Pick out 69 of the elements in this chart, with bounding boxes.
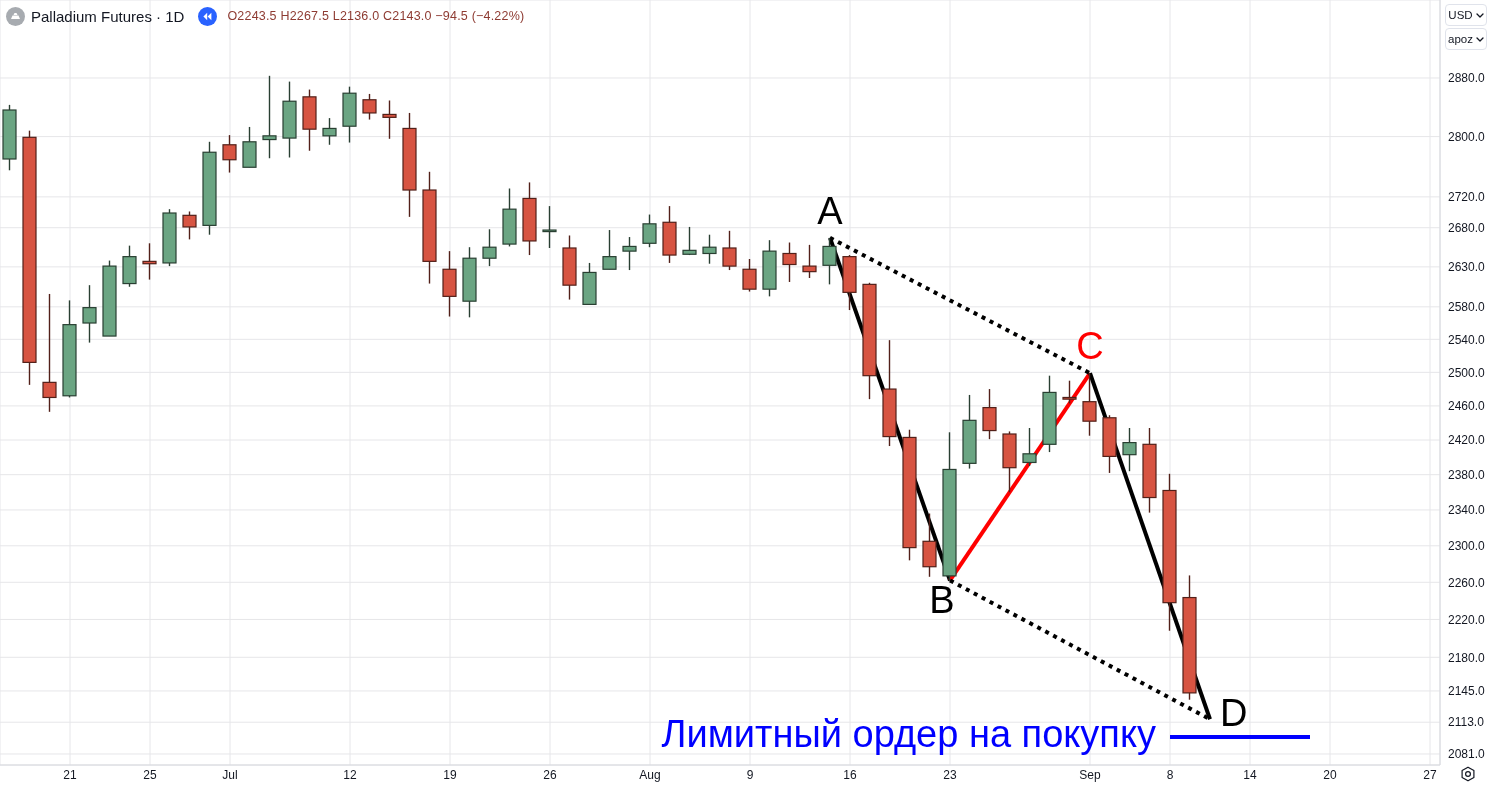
candlestick [1122,427,1137,472]
y-tick-label: 2460.0 [1448,399,1486,414]
candlestick [42,293,57,413]
y-tick-label: 2680.0 [1448,220,1486,235]
x-tick-label: 8 [1166,767,1174,782]
candlestick [682,226,697,256]
y-tick-label: 2260.0 [1448,575,1486,590]
y-tick-label: 2540.0 [1448,332,1486,347]
y-tick-label: 2630.0 [1448,260,1486,275]
y-tick-label: 2720.0 [1448,190,1486,205]
candlestick [722,230,737,271]
candlestick [1082,372,1097,437]
candlestick [82,284,97,344]
x-tick-label: 16 [843,767,857,782]
candlestick [482,228,497,267]
y-tick-label: 2113.0 [1448,715,1485,730]
data-label: C [1076,325,1104,368]
data-label: A [817,189,844,232]
y-tick-label: 2500.0 [1448,365,1486,380]
x-tick-label: Jul [222,767,238,782]
candlestick [642,213,657,248]
x-tick-label: 9 [746,767,754,782]
candlestick [542,205,557,249]
candlestick [222,134,237,174]
x-tick-label: 23 [943,767,957,782]
x-tick-label: 14 [1243,767,1257,782]
y-tick-label: 2880.0 [1448,71,1486,86]
data-label: B [929,579,955,622]
candlestick [622,236,637,271]
candlestick [382,99,397,140]
y-tick-label: 2180.0 [1448,650,1486,665]
candlestick [602,229,617,270]
y-tick-label: 2380.0 [1448,467,1486,482]
text: USD [1448,9,1473,21]
y-tick-label: 2420.0 [1448,433,1486,448]
candlestick [982,388,997,440]
candlestick [262,75,277,159]
y-tick-label: 2580.0 [1448,300,1486,315]
x-tick-label: 26 [543,767,557,782]
candlestick [802,244,817,279]
y-tick-label: 2300.0 [1448,539,1486,554]
candlestick [1022,427,1037,467]
candlestick [822,237,837,286]
candlestick [182,210,197,241]
x-tick-label: Aug [639,767,661,782]
text: Palladium Futures · 1D [31,7,185,25]
text: apoz [1448,33,1473,45]
x-tick-label: 20 [1323,767,1337,782]
y-tick-label: 2081.0 [1448,747,1486,762]
candlestick [362,93,377,121]
x-tick-label: 21 [63,767,77,782]
candlestick [142,242,157,281]
candlestick [322,117,337,146]
y-tick-label: 2220.0 [1448,612,1486,627]
candlestick [702,234,717,265]
candlestick [782,241,797,283]
candlestick [742,258,757,293]
x-tick-label: 12 [343,767,357,782]
text: O2243.5 H2267.5 L2136.0 C2143.0 −94.5 (−4.22%) [227,9,525,23]
y-tick-label: 2145.0 [1448,684,1486,699]
candlestick [1062,379,1077,405]
y-tick-label: 2340.0 [1448,503,1486,518]
x-tick-label: Sep [1079,767,1101,782]
series-label: Лимитный ордер на покупку [661,713,1156,756]
x-tick-label: 25 [143,767,157,782]
data-label: D [1220,692,1248,735]
y-tick-label: 2800.0 [1448,129,1486,144]
x-tick-label: 19 [443,767,457,782]
x-tick-label: 27 [1423,767,1437,782]
